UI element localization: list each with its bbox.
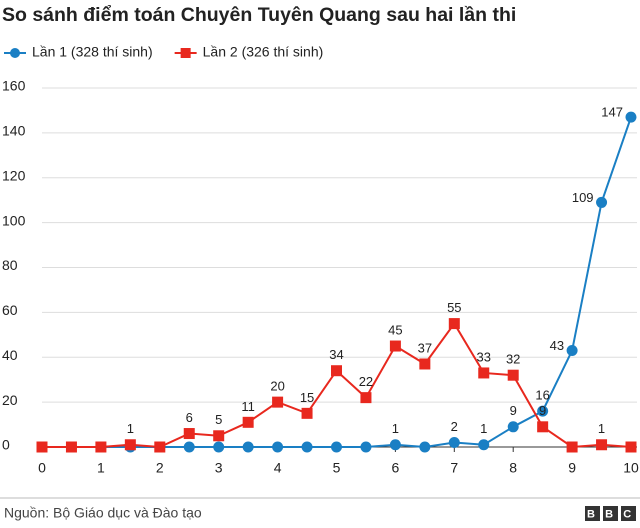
point xyxy=(36,441,48,453)
point xyxy=(331,441,342,453)
legend-marker xyxy=(10,48,20,58)
point xyxy=(272,441,284,453)
data-label: 33 xyxy=(477,349,491,364)
point xyxy=(213,441,225,453)
x-tick-label: 3 xyxy=(215,460,223,476)
data-label: 45 xyxy=(388,322,402,337)
data-label: 16 xyxy=(535,388,549,403)
point xyxy=(242,441,254,453)
point xyxy=(360,441,372,453)
data-label: 22 xyxy=(359,374,373,389)
data-label: 9 xyxy=(510,403,517,418)
data-label: 5 xyxy=(215,412,222,427)
x-tick-label: 10 xyxy=(623,460,639,476)
point xyxy=(507,369,519,381)
y-tick-label: 120 xyxy=(2,167,26,183)
point xyxy=(124,439,136,451)
y-tick-label: 80 xyxy=(2,257,18,273)
data-label: 109 xyxy=(572,190,594,205)
y-tick-label: 20 xyxy=(2,392,18,408)
logo-box xyxy=(603,506,618,521)
point xyxy=(154,441,166,453)
y-tick-label: 60 xyxy=(2,302,18,318)
point xyxy=(183,428,195,440)
point xyxy=(596,439,608,451)
point xyxy=(242,416,254,428)
data-label: 2 xyxy=(451,419,458,434)
logo-box xyxy=(585,506,600,521)
point xyxy=(65,441,77,453)
point xyxy=(95,441,107,453)
data-label: 1 xyxy=(598,421,605,436)
x-tick-label: 0 xyxy=(38,460,46,476)
data-label: 43 xyxy=(550,338,564,353)
y-tick-label: 40 xyxy=(2,347,18,363)
data-label: 1 xyxy=(127,421,134,436)
data-label: 11 xyxy=(241,399,255,414)
x-tick-label: 7 xyxy=(450,460,458,476)
brand: BBC xyxy=(587,508,640,520)
point xyxy=(537,405,549,417)
x-tick-label: 5 xyxy=(333,460,341,476)
data-label: 37 xyxy=(418,340,432,355)
data-label: 1 xyxy=(392,421,399,436)
data-label: 9 xyxy=(539,403,546,418)
x-tick-label: 4 xyxy=(274,460,282,476)
point xyxy=(389,439,401,451)
point xyxy=(448,318,460,330)
point xyxy=(478,367,490,379)
point xyxy=(419,358,431,370)
point xyxy=(566,345,578,357)
y-tick-label: 160 xyxy=(2,78,26,94)
data-label: 6 xyxy=(186,410,193,425)
point xyxy=(566,441,578,453)
chart-title: So sánh điểm toán Chuyên Tuyên Quang sau… xyxy=(2,4,516,26)
legend-label: Lần 1 (328 thí sinh) xyxy=(32,44,153,60)
point xyxy=(360,392,372,404)
y-tick-label: 140 xyxy=(2,123,26,139)
data-label: 15 xyxy=(300,390,314,405)
x-tick-label: 1 xyxy=(97,460,105,476)
y-tick-label: 100 xyxy=(2,212,26,228)
x-tick-label: 2 xyxy=(156,460,164,476)
point xyxy=(537,421,549,433)
point xyxy=(272,396,284,408)
data-label: 147 xyxy=(601,105,623,120)
legend-label: Lần 2 (326 thí sinh) xyxy=(203,44,324,60)
data-label: 20 xyxy=(270,379,284,394)
point xyxy=(448,437,460,449)
point xyxy=(331,365,342,377)
point xyxy=(625,111,637,123)
point xyxy=(596,196,608,208)
point xyxy=(301,441,313,453)
data-label: 32 xyxy=(506,352,520,367)
point xyxy=(507,421,519,433)
logo-box xyxy=(621,506,636,521)
legend-marker xyxy=(180,48,191,58)
y-tick-label: 0 xyxy=(2,437,10,453)
point xyxy=(625,441,637,453)
point xyxy=(478,439,490,451)
x-tick-label: 8 xyxy=(509,460,517,476)
point xyxy=(301,407,313,419)
point xyxy=(389,340,401,352)
x-tick-label: 9 xyxy=(568,460,576,476)
data-label: 34 xyxy=(329,347,343,362)
source: Nguồn: Bộ Giáo dục và Đào tạo xyxy=(4,505,202,521)
data-label: 1 xyxy=(480,421,487,436)
point xyxy=(419,441,431,453)
data-label: 55 xyxy=(447,300,461,315)
point xyxy=(213,430,225,442)
x-tick-label: 6 xyxy=(392,460,400,476)
point xyxy=(183,441,195,453)
